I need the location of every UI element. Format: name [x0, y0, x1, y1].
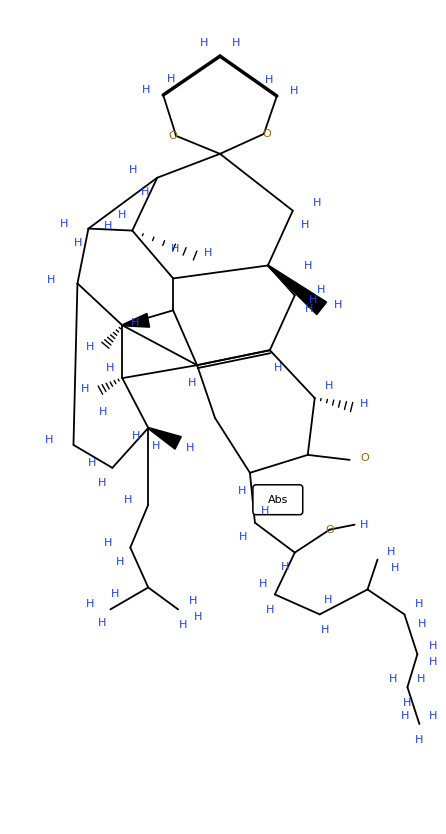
Text: H: H	[317, 285, 325, 295]
Text: H: H	[104, 221, 112, 230]
Text: H: H	[200, 38, 208, 48]
FancyBboxPatch shape	[253, 485, 303, 515]
Text: H: H	[98, 618, 107, 628]
Text: O: O	[360, 453, 369, 463]
Text: H: H	[98, 478, 107, 488]
Text: H: H	[86, 342, 95, 352]
Text: H: H	[188, 378, 196, 388]
Text: O: O	[169, 131, 178, 141]
Polygon shape	[148, 428, 181, 450]
Text: H: H	[132, 431, 140, 441]
Text: H: H	[259, 580, 267, 590]
Text: H: H	[86, 600, 95, 610]
Text: H: H	[391, 562, 400, 572]
Text: H: H	[325, 381, 333, 391]
Text: H: H	[186, 443, 194, 453]
Text: H: H	[305, 304, 313, 314]
Text: H: H	[360, 399, 369, 409]
Text: H: H	[60, 219, 69, 229]
Polygon shape	[268, 265, 326, 314]
Text: H: H	[418, 620, 426, 630]
Text: H: H	[99, 407, 107, 417]
Text: H: H	[266, 605, 274, 615]
Text: H: H	[81, 384, 90, 394]
Text: H: H	[171, 244, 179, 254]
Text: H: H	[429, 711, 438, 721]
Text: H: H	[281, 561, 289, 571]
Text: H: H	[142, 85, 150, 95]
Text: H: H	[389, 674, 398, 684]
Text: H: H	[401, 711, 409, 721]
Text: H: H	[88, 458, 97, 468]
Text: O: O	[325, 525, 334, 535]
Text: H: H	[194, 612, 202, 622]
Text: H: H	[403, 698, 412, 708]
Text: H: H	[417, 674, 425, 684]
Text: H: H	[116, 556, 124, 566]
Text: H: H	[118, 209, 127, 219]
Text: H: H	[179, 620, 187, 631]
Polygon shape	[122, 314, 149, 327]
Text: H: H	[334, 300, 342, 310]
Text: H: H	[321, 626, 329, 636]
Text: H: H	[239, 531, 247, 541]
Text: H: H	[232, 38, 240, 48]
Text: H: H	[260, 505, 269, 515]
Text: H: H	[415, 600, 424, 610]
Text: H: H	[309, 295, 317, 305]
Text: H: H	[106, 363, 115, 373]
Text: H: H	[131, 319, 140, 329]
Text: H: H	[301, 219, 309, 229]
Text: H: H	[387, 546, 396, 556]
Text: H: H	[141, 187, 149, 197]
Text: H: H	[429, 641, 438, 651]
Text: H: H	[104, 538, 112, 548]
Text: H: H	[360, 520, 369, 530]
Text: H: H	[264, 75, 273, 85]
Text: H: H	[47, 275, 56, 285]
Text: H: H	[129, 165, 137, 175]
Text: H: H	[74, 238, 83, 248]
Text: H: H	[124, 495, 132, 505]
Text: H: H	[238, 485, 246, 495]
Text: H: H	[204, 248, 212, 258]
Text: H: H	[289, 86, 298, 96]
Text: Abs: Abs	[268, 495, 288, 505]
Text: H: H	[304, 262, 312, 272]
Text: H: H	[152, 441, 161, 451]
Text: H: H	[45, 435, 54, 445]
Text: H: H	[323, 595, 332, 605]
Text: H: H	[274, 363, 282, 373]
Text: H: H	[429, 657, 438, 667]
Text: H: H	[313, 198, 321, 208]
Text: H: H	[415, 735, 424, 745]
Text: H: H	[111, 590, 120, 600]
Text: H: H	[189, 596, 197, 606]
Text: O: O	[263, 129, 271, 139]
Text: H: H	[167, 74, 175, 84]
